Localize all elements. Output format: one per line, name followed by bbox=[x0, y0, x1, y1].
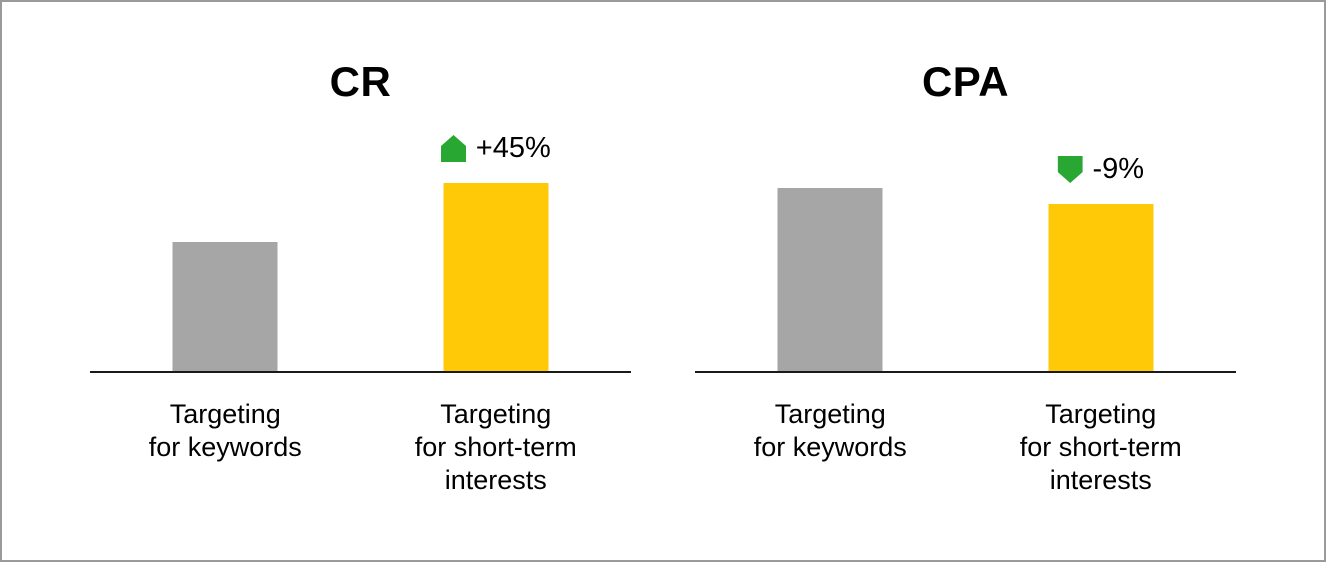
category-label-interests-cr: Targeting for short-term interests bbox=[414, 399, 577, 495]
category-label-interests-cpa: Targeting for short-term interests bbox=[1019, 399, 1182, 495]
plot-area-cr: +45% bbox=[90, 106, 631, 373]
change-annotation-cpa: -9% bbox=[1057, 153, 1144, 186]
bar-interests-cpa bbox=[1048, 204, 1154, 371]
category-label-keywords-cpa: Targeting for keywords bbox=[753, 399, 907, 462]
up-arrow-icon bbox=[440, 135, 466, 162]
delta-label-cr: +45% bbox=[475, 132, 551, 164]
change-annotation-cr: +45% bbox=[440, 132, 551, 165]
down-arrow-icon bbox=[1057, 156, 1083, 183]
category-labels-cr: Targeting for keywords Targeting for sho… bbox=[90, 373, 631, 513]
delta-label-cpa: -9% bbox=[1092, 153, 1145, 185]
bar-interests-cr bbox=[443, 183, 549, 371]
category-labels-cpa: Targeting for keywords Targeting for sho… bbox=[695, 373, 1236, 513]
bar-keywords-cpa bbox=[777, 188, 883, 371]
bar-keywords-cr bbox=[172, 242, 278, 371]
category-label-keywords-cr: Targeting for keywords bbox=[148, 399, 302, 462]
chart-title-cr: CR bbox=[329, 58, 392, 105]
chart-title-cpa: CPA bbox=[921, 58, 1010, 105]
chart-cpa: CPA -9% Targeting for keywords Targeting… bbox=[695, 2, 1236, 560]
chart-cr: CR +45% Targeting for keywords Targeting… bbox=[90, 2, 631, 560]
plot-area-cpa: -9% bbox=[695, 106, 1236, 373]
